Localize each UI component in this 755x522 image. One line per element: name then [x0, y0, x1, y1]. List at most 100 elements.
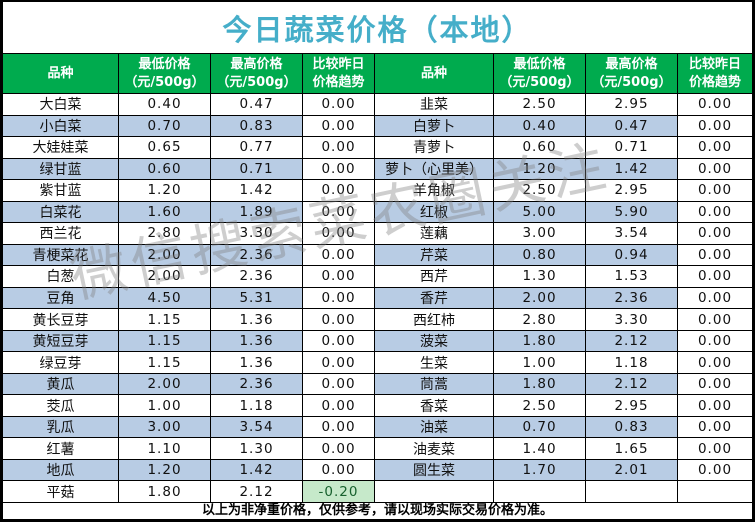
trend-cell: 0.00 [303, 94, 375, 116]
trend-cell: 0.00 [678, 115, 752, 138]
max-price-cell: 1.36 [211, 330, 303, 353]
column-header-min-price-right: 最低价格 （元/500g） [494, 54, 586, 94]
min-price-cell: 2.80 [494, 309, 586, 331]
min-price-cell: 1.20 [494, 158, 586, 181]
column-header-label: 最高价格 [230, 56, 283, 72]
min-price-cell: 1.00 [119, 395, 211, 417]
min-price-cell: 0.70 [494, 416, 586, 439]
min-price-cell: 2.00 [494, 287, 586, 310]
min-price-cell: 1.15 [119, 309, 211, 331]
trend-cell: 0.00 [303, 330, 375, 353]
variety-cell: 绿甘蓝 [3, 158, 119, 181]
max-price-cell: 1.42 [211, 180, 303, 202]
max-price-cell: 0.77 [211, 137, 303, 159]
trend-cell: 0.00 [303, 201, 375, 224]
column-header-max-price-right: 最高价格 （元/500g） [586, 54, 678, 94]
variety-cell: 小白菜 [3, 115, 119, 138]
trend-cell: 0.00 [303, 158, 375, 181]
max-price-cell: 1.36 [211, 352, 303, 374]
max-price-cell: 0.47 [211, 94, 303, 116]
trend-cell: 0.00 [678, 201, 752, 224]
variety-cell: 西兰花 [3, 223, 119, 245]
variety-cell: 芹菜 [375, 244, 494, 267]
trend-cell: 0.00 [678, 395, 752, 417]
variety-cell: 绿豆芽 [3, 352, 119, 374]
max-price-cell: 2.12 [586, 330, 678, 353]
max-price-cell: 0.47 [586, 115, 678, 138]
variety-cell: 青萝卜 [375, 137, 494, 159]
variety-cell: 大白菜 [3, 94, 119, 116]
trend-cell: 0.00 [303, 352, 375, 374]
max-price-cell: 2.01 [586, 459, 678, 482]
column-header-trend-right: 比较昨日 价格趋势 [678, 54, 752, 94]
min-price-cell: 0.70 [119, 115, 211, 138]
min-price-cell: 4.50 [119, 287, 211, 310]
min-price-cell: 2.00 [119, 266, 211, 288]
trend-cell: 0.00 [303, 287, 375, 310]
max-price-cell: 1.42 [586, 158, 678, 181]
min-price-cell: 3.00 [494, 223, 586, 245]
column-header-variety-left: 品种 [3, 54, 119, 94]
variety-cell: 茭瓜 [3, 395, 119, 417]
trend-cell: -0.20 [303, 481, 375, 503]
min-price-cell: 1.30 [494, 266, 586, 288]
variety-cell [375, 481, 494, 503]
variety-cell: 豆角 [3, 287, 119, 310]
variety-cell: 羊角椒 [375, 180, 494, 202]
min-price-cell: 1.80 [494, 373, 586, 396]
trend-cell: 0.00 [303, 373, 375, 396]
page-title: 今日蔬菜价格（本地） [3, 2, 752, 54]
trend-cell: 0.00 [678, 158, 752, 181]
column-header-unit: （元/500g） [216, 74, 297, 90]
variety-cell: 茼蒿 [375, 373, 494, 396]
max-price-cell: 3.54 [211, 416, 303, 439]
min-price-cell: 0.60 [119, 158, 211, 181]
variety-cell: 红椒 [375, 201, 494, 224]
min-price-cell: 3.00 [119, 416, 211, 439]
min-price-cell: 1.70 [494, 459, 586, 482]
min-price-cell: 0.80 [494, 244, 586, 267]
trend-cell [678, 481, 752, 503]
min-price-cell: 1.60 [119, 201, 211, 224]
column-header-unit: （元/500g） [124, 74, 205, 90]
column-header-unit: （元/500g） [591, 74, 672, 90]
max-price-cell: 5.90 [586, 201, 678, 224]
variety-cell: 紫甘蓝 [3, 180, 119, 202]
min-price-cell: 1.20 [119, 459, 211, 482]
variety-cell: 红薯 [3, 438, 119, 460]
column-header-label: 最低价格 [138, 56, 191, 72]
min-price-cell: 1.00 [494, 352, 586, 374]
max-price-cell: 2.12 [586, 373, 678, 396]
column-header-label: 最低价格 [513, 56, 566, 72]
min-price-cell: 2.50 [494, 94, 586, 116]
min-price-cell: 2.50 [494, 180, 586, 202]
min-price-cell [494, 481, 586, 503]
trend-cell: 0.00 [678, 266, 752, 288]
variety-cell: 韭菜 [375, 94, 494, 116]
column-header-label: 品种 [47, 65, 74, 81]
trend-cell: 0.00 [678, 223, 752, 245]
trend-cell: 0.00 [303, 137, 375, 159]
trend-cell: 0.00 [678, 287, 752, 310]
trend-cell: 0.00 [303, 438, 375, 460]
max-price-cell: 2.95 [586, 94, 678, 116]
trend-cell: 0.00 [678, 438, 752, 460]
variety-cell: 白菜花 [3, 201, 119, 224]
max-price-cell: 0.83 [586, 416, 678, 439]
variety-cell: 油麦菜 [375, 438, 494, 460]
min-price-cell: 0.60 [494, 137, 586, 159]
variety-cell: 黄短豆芽 [3, 330, 119, 353]
variety-cell: 白萝卜 [375, 115, 494, 138]
trend-cell: 0.00 [678, 416, 752, 439]
max-price-cell: 5.31 [211, 287, 303, 310]
max-price-cell: 1.53 [586, 266, 678, 288]
column-header-trend-left: 比较昨日 价格趋势 [303, 54, 375, 94]
trend-cell: 0.00 [303, 416, 375, 439]
max-price-cell: 1.36 [211, 309, 303, 331]
column-header-max-price-left: 最高价格 （元/500g） [211, 54, 303, 94]
trend-cell: 0.00 [678, 94, 752, 116]
variety-cell: 莲藕 [375, 223, 494, 245]
variety-cell: 平菇 [3, 481, 119, 503]
trend-cell: 0.00 [678, 180, 752, 202]
variety-cell: 油菜 [375, 416, 494, 439]
